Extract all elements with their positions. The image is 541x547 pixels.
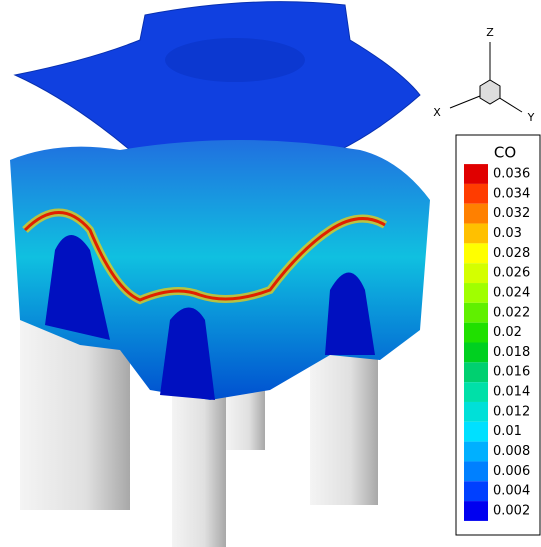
legend-label: 0.014 [493, 385, 530, 400]
legend-swatch [464, 382, 488, 402]
legend: CO 0.036 0.034 0.032 0.03 0.028 0.026 0.024 0.0… [456, 135, 540, 535]
legend-swatch [464, 402, 488, 422]
legend-label: 0.002 [493, 504, 530, 519]
legend-label: 0.02 [493, 325, 522, 340]
legend-label: 0.012 [493, 404, 530, 419]
upper-surface [165, 38, 305, 82]
legend-label: 0.01 [493, 424, 522, 439]
legend-swatch [464, 204, 488, 224]
legend-label: 0.018 [493, 345, 530, 360]
legend-swatch [464, 263, 488, 283]
legend-label: 0.024 [493, 285, 530, 300]
legend-label: 0.034 [493, 186, 530, 201]
legend-swatch [464, 303, 488, 323]
triad-label: X [433, 106, 441, 119]
triad-label: Y [527, 111, 535, 124]
legend-swatch [464, 422, 488, 442]
legend-label: 0.03 [493, 226, 522, 241]
legend-swatch [464, 283, 488, 303]
legend-swatch [464, 224, 488, 244]
legend-swatch [464, 164, 488, 184]
legend-label: 0.004 [493, 484, 530, 499]
triad-cube [480, 80, 500, 104]
legend-swatch [464, 323, 488, 343]
legend-swatch [464, 461, 488, 481]
axes-triad: Z X Y [433, 26, 534, 124]
legend-label: 0.036 [493, 167, 530, 182]
legend-label: 0.028 [493, 246, 530, 261]
legend-label: 0.016 [493, 365, 530, 380]
legend-label: 0.026 [493, 266, 530, 281]
legend-label: 0.006 [493, 464, 530, 479]
legend-swatch [464, 243, 488, 263]
render [10, 2, 430, 547]
legend-label: 0.022 [493, 305, 530, 320]
legend-label: 0.008 [493, 444, 530, 459]
legend-swatch [464, 343, 488, 363]
figure: Z X Y CO 0.036 0.034 0.032 0.03 0.028 0.026 0.… [0, 0, 541, 547]
legend-swatch [464, 501, 488, 521]
legend-swatch [464, 184, 488, 204]
triad-label: Z [486, 26, 494, 39]
legend-label: 0.032 [493, 206, 530, 221]
legend-swatch [464, 481, 488, 501]
legend-swatch [464, 362, 488, 382]
legend-title: CO [494, 144, 516, 162]
legend-swatch [464, 442, 488, 462]
